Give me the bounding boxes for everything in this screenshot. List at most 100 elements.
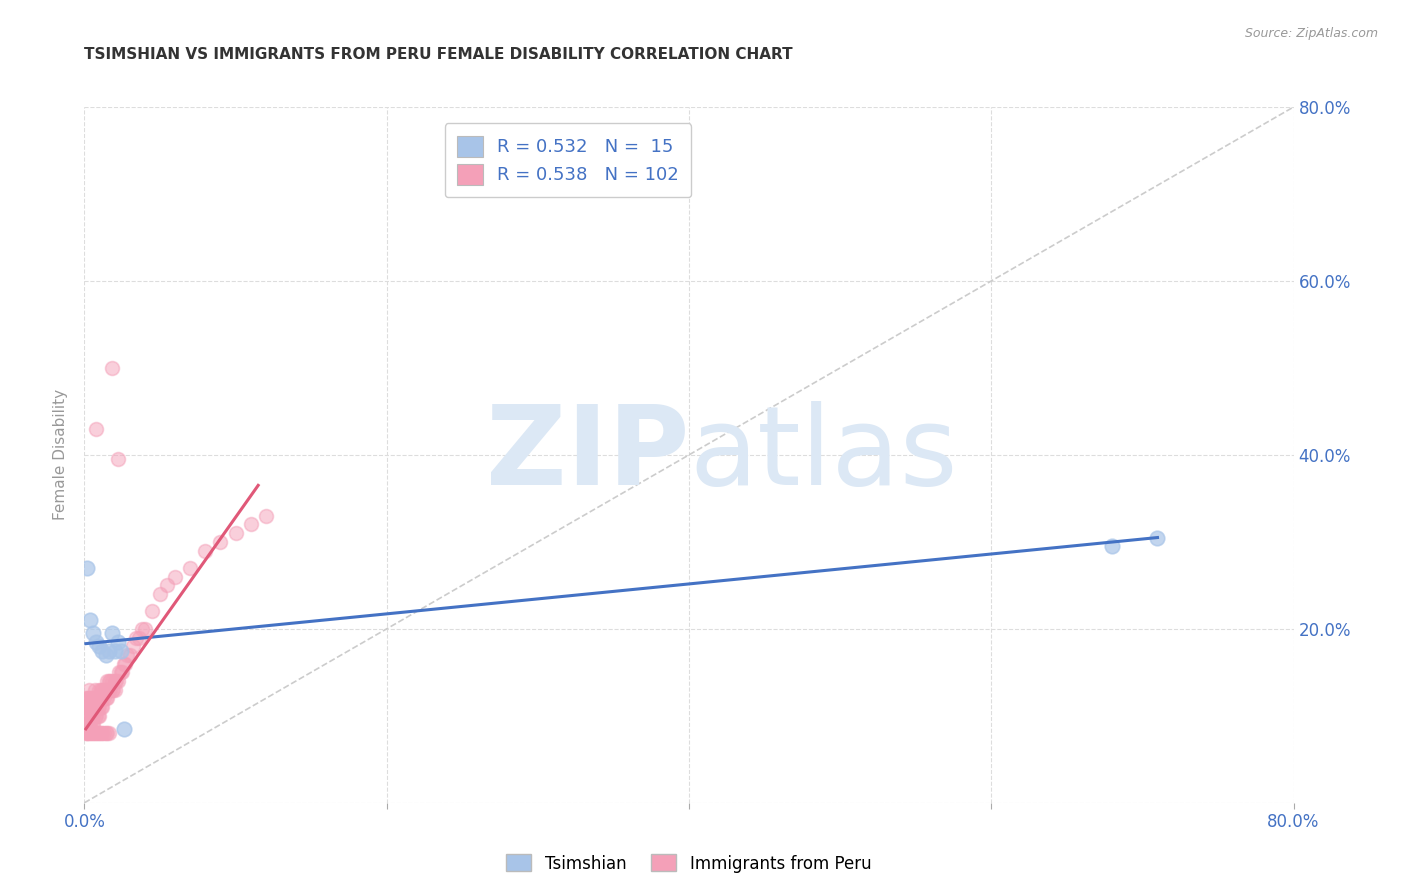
Point: [89, 691, 111, 706]
Point: [225, 526, 247, 541]
Point: [149, 587, 172, 601]
Point: [86, 700, 108, 714]
Point: [75, 726, 97, 740]
Point: [89, 708, 111, 723]
Point: [97, 682, 120, 697]
Point: [96, 674, 118, 689]
Point: [125, 631, 148, 645]
Point: [87, 726, 110, 740]
Point: [104, 643, 127, 657]
Point: [84, 691, 107, 706]
Point: [79, 691, 101, 706]
Point: [128, 631, 150, 645]
Point: [82, 691, 104, 706]
Point: [141, 605, 163, 619]
Point: [134, 622, 156, 636]
Point: [93, 726, 115, 740]
Point: [94, 648, 117, 662]
Point: [89, 639, 111, 653]
Point: [76, 726, 98, 740]
Point: [1146, 531, 1168, 545]
Point: [90, 691, 112, 706]
Point: [96, 682, 118, 697]
Point: [84, 708, 107, 723]
Point: [76, 708, 98, 723]
Point: [86, 691, 108, 706]
Point: [87, 700, 110, 714]
Point: [82, 700, 104, 714]
Point: [156, 578, 179, 592]
Y-axis label: Female Disability: Female Disability: [53, 389, 69, 521]
Legend: R = 0.532   N =  15, R = 0.538   N = 102: R = 0.532 N = 15, R = 0.538 N = 102: [444, 123, 692, 197]
Point: [131, 622, 153, 636]
Point: [82, 626, 104, 640]
Point: [86, 726, 108, 740]
Point: [110, 643, 132, 657]
Point: [90, 726, 112, 740]
Point: [100, 682, 122, 697]
Point: [79, 700, 101, 714]
Point: [75, 708, 97, 723]
Point: [80, 700, 103, 714]
Point: [179, 561, 201, 575]
Legend: Tsimshian, Immigrants from Peru: Tsimshian, Immigrants from Peru: [499, 847, 879, 880]
Point: [82, 717, 104, 731]
Point: [94, 682, 117, 697]
Point: [105, 674, 128, 689]
Point: [100, 674, 122, 689]
Point: [94, 691, 117, 706]
Point: [1101, 539, 1123, 553]
Point: [80, 726, 103, 740]
Point: [79, 708, 101, 723]
Point: [107, 635, 129, 649]
Point: [86, 708, 108, 723]
Point: [112, 722, 135, 736]
Point: [98, 674, 121, 689]
Point: [194, 543, 217, 558]
Point: [86, 422, 108, 436]
Point: [100, 626, 122, 640]
Point: [91, 700, 114, 714]
Point: [96, 726, 118, 740]
Point: [80, 717, 103, 731]
Point: [93, 691, 115, 706]
Point: [89, 700, 111, 714]
Point: [77, 726, 100, 740]
Text: ZIP: ZIP: [485, 401, 689, 508]
Point: [89, 682, 111, 697]
Point: [94, 726, 117, 740]
Point: [97, 674, 120, 689]
Point: [93, 682, 115, 697]
Point: [239, 517, 262, 532]
Point: [77, 682, 100, 697]
Text: TSIMSHIAN VS IMMIGRANTS FROM PERU FEMALE DISABILITY CORRELATION CHART: TSIMSHIAN VS IMMIGRANTS FROM PERU FEMALE…: [84, 47, 793, 62]
Point: [112, 657, 135, 671]
Point: [121, 639, 143, 653]
Point: [75, 717, 97, 731]
Point: [89, 726, 111, 740]
Point: [76, 700, 98, 714]
Point: [76, 717, 98, 731]
Point: [165, 570, 187, 584]
Point: [254, 508, 277, 523]
Point: [91, 682, 114, 697]
Point: [107, 674, 129, 689]
Point: [82, 708, 104, 723]
Point: [111, 665, 134, 680]
Point: [96, 691, 118, 706]
Point: [87, 691, 110, 706]
Point: [97, 643, 120, 657]
Point: [76, 691, 98, 706]
Point: [107, 452, 129, 467]
Point: [86, 635, 108, 649]
Point: [98, 682, 121, 697]
Point: [80, 708, 103, 723]
Point: [100, 360, 122, 375]
Point: [97, 726, 120, 740]
Point: [77, 717, 100, 731]
Point: [104, 682, 127, 697]
Point: [82, 726, 104, 740]
Point: [80, 691, 103, 706]
Point: [77, 708, 100, 723]
Point: [84, 726, 107, 740]
